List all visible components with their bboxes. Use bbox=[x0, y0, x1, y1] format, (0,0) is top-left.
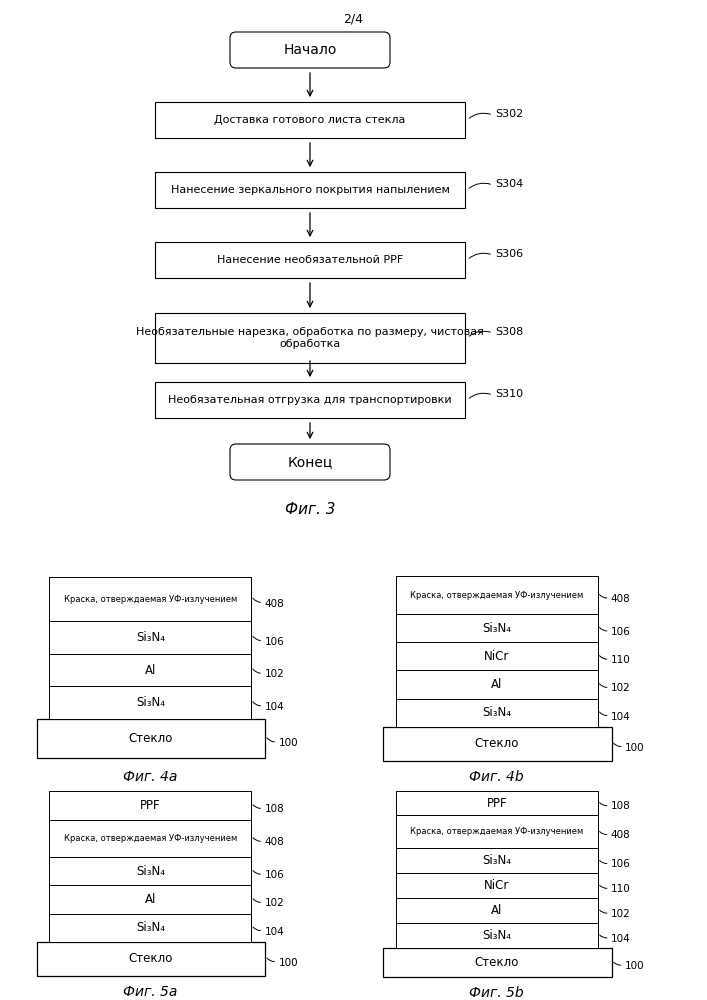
Text: Si₃N₄: Si₃N₄ bbox=[482, 706, 511, 719]
Text: 408: 408 bbox=[611, 594, 631, 604]
Text: 104: 104 bbox=[264, 927, 284, 937]
Text: PPF: PPF bbox=[140, 799, 160, 812]
Text: Необязательные нарезка, обработка по размеру, чистовая
обработка: Необязательные нарезка, обработка по раз… bbox=[136, 327, 484, 349]
FancyBboxPatch shape bbox=[230, 444, 390, 480]
Text: Доставка готового листа стекла: Доставка готового листа стекла bbox=[214, 115, 406, 125]
Text: Стекло: Стекло bbox=[128, 732, 173, 745]
Text: 108: 108 bbox=[611, 801, 631, 811]
Text: Конец: Конец bbox=[287, 455, 332, 469]
Bar bbox=[396, 642, 598, 670]
Bar bbox=[383, 948, 612, 977]
Bar bbox=[49, 914, 252, 942]
Text: Нанесение зеркального покрытия напылением: Нанесение зеркального покрытия напыление… bbox=[170, 185, 450, 195]
Text: Фиг. 5b: Фиг. 5b bbox=[469, 986, 524, 1000]
Text: Краска, отверждаемая УФ-излучением: Краска, отверждаемая УФ-излучением bbox=[64, 834, 237, 843]
Text: 102: 102 bbox=[611, 909, 631, 919]
Text: 100: 100 bbox=[625, 961, 645, 971]
Text: Si₃N₄: Si₃N₄ bbox=[136, 631, 165, 644]
Text: S302: S302 bbox=[495, 109, 523, 119]
Text: Стекло: Стекло bbox=[128, 952, 173, 965]
Bar bbox=[49, 654, 252, 686]
Text: S308: S308 bbox=[495, 327, 523, 337]
Text: 408: 408 bbox=[264, 837, 284, 847]
Bar bbox=[396, 873, 598, 898]
Text: 104: 104 bbox=[611, 712, 631, 722]
Bar bbox=[396, 576, 598, 614]
Bar bbox=[396, 923, 598, 948]
FancyBboxPatch shape bbox=[155, 102, 465, 138]
Text: 104: 104 bbox=[611, 934, 631, 944]
Text: 110: 110 bbox=[611, 884, 631, 894]
Text: Si₃N₄: Si₃N₄ bbox=[136, 865, 165, 878]
Text: 100: 100 bbox=[279, 958, 298, 968]
Text: Al: Al bbox=[145, 664, 156, 677]
Text: 104: 104 bbox=[264, 702, 284, 712]
Text: Al: Al bbox=[491, 678, 503, 691]
Bar bbox=[49, 686, 252, 719]
Text: Фиг. 5а: Фиг. 5а bbox=[123, 985, 177, 999]
Text: 100: 100 bbox=[279, 738, 298, 748]
Text: 110: 110 bbox=[611, 655, 631, 665]
Bar bbox=[396, 848, 598, 873]
Bar bbox=[49, 885, 252, 914]
FancyBboxPatch shape bbox=[230, 32, 390, 68]
Text: 2/4: 2/4 bbox=[343, 12, 363, 25]
Text: Стекло: Стекло bbox=[474, 956, 519, 969]
Text: 106: 106 bbox=[611, 859, 631, 869]
Bar bbox=[49, 577, 252, 621]
Bar bbox=[49, 857, 252, 885]
Text: NiCr: NiCr bbox=[484, 879, 510, 892]
FancyBboxPatch shape bbox=[155, 382, 465, 418]
Text: Нанесение необязательной PPF: Нанесение необязательной PPF bbox=[217, 255, 403, 265]
FancyBboxPatch shape bbox=[155, 242, 465, 278]
Bar bbox=[37, 719, 265, 758]
Text: NiCr: NiCr bbox=[484, 650, 510, 663]
Text: Стекло: Стекло bbox=[474, 737, 519, 750]
Text: 100: 100 bbox=[625, 743, 645, 753]
Text: 408: 408 bbox=[611, 830, 631, 840]
Text: 102: 102 bbox=[264, 669, 284, 679]
Bar bbox=[396, 898, 598, 923]
Text: PPF: PPF bbox=[486, 797, 507, 810]
Bar bbox=[49, 621, 252, 654]
Bar bbox=[49, 820, 252, 857]
Text: Фиг. 4b: Фиг. 4b bbox=[469, 770, 524, 784]
Text: Краска, отверждаемая УФ-излучением: Краска, отверждаемая УФ-излучением bbox=[64, 595, 237, 604]
Text: Фиг. 3: Фиг. 3 bbox=[285, 502, 335, 517]
Text: Краска, отверждаемая УФ-излучением: Краска, отверждаемая УФ-излучением bbox=[410, 591, 583, 600]
Bar bbox=[37, 942, 265, 976]
Text: 408: 408 bbox=[264, 599, 284, 609]
Text: Начало: Начало bbox=[284, 43, 337, 57]
Bar bbox=[49, 791, 252, 820]
Text: Al: Al bbox=[145, 893, 156, 906]
Text: S310: S310 bbox=[495, 389, 523, 399]
Text: Si₃N₄: Si₃N₄ bbox=[482, 929, 511, 942]
Text: Si₃N₄: Si₃N₄ bbox=[136, 696, 165, 709]
Text: 106: 106 bbox=[264, 637, 284, 647]
FancyBboxPatch shape bbox=[155, 172, 465, 208]
Text: Si₃N₄: Si₃N₄ bbox=[482, 622, 511, 635]
Text: Необязательная отгрузка для транспортировки: Необязательная отгрузка для транспортиро… bbox=[168, 395, 452, 405]
FancyBboxPatch shape bbox=[155, 313, 465, 363]
Text: Al: Al bbox=[491, 904, 503, 917]
Text: 106: 106 bbox=[611, 627, 631, 637]
Text: S306: S306 bbox=[495, 249, 523, 259]
Text: 108: 108 bbox=[264, 804, 284, 814]
Text: Si₃N₄: Si₃N₄ bbox=[482, 854, 511, 867]
Text: Si₃N₄: Si₃N₄ bbox=[136, 921, 165, 934]
Text: 106: 106 bbox=[264, 870, 284, 880]
Bar bbox=[396, 614, 598, 642]
Bar bbox=[383, 727, 612, 761]
Bar bbox=[396, 670, 598, 699]
Text: S304: S304 bbox=[495, 179, 523, 189]
Text: Краска, отверждаемая УФ-излучением: Краска, отверждаемая УФ-излучением bbox=[410, 827, 583, 836]
Text: 102: 102 bbox=[264, 898, 284, 908]
Bar bbox=[396, 699, 598, 727]
Bar bbox=[396, 815, 598, 848]
Bar bbox=[396, 791, 598, 815]
Text: Фиг. 4а: Фиг. 4а bbox=[123, 770, 177, 784]
Text: 102: 102 bbox=[611, 683, 631, 693]
